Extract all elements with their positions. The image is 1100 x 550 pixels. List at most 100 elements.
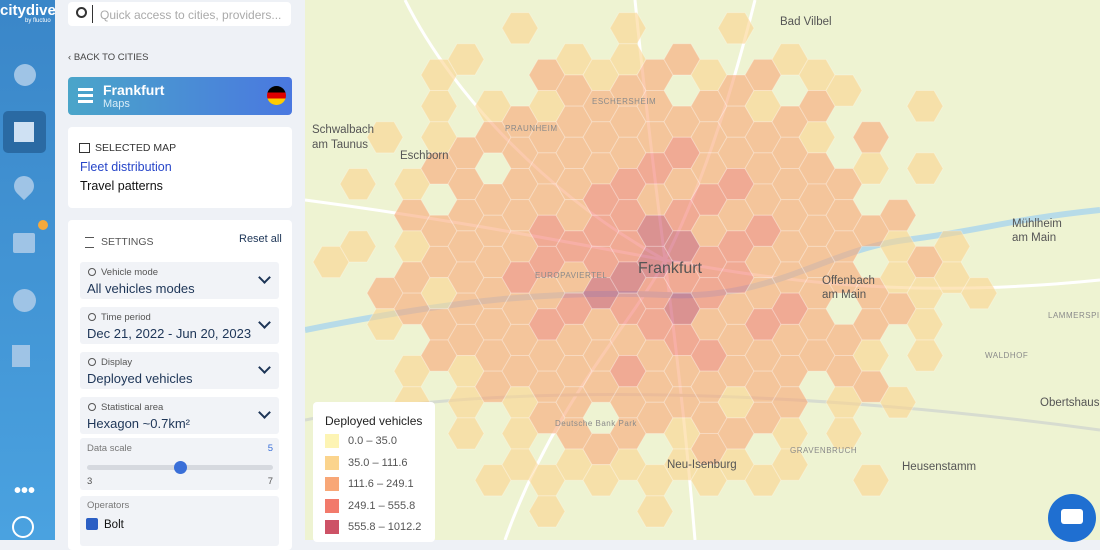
dropdown[interactable]: Vehicle mode All vehicles modes	[80, 262, 279, 299]
dropdown-label: Vehicle mode	[101, 267, 159, 278]
hexagon[interactable]	[717, 12, 755, 45]
map-label: Eschborn	[400, 150, 449, 162]
hexagon[interactable]	[906, 90, 944, 123]
selected-map-title: SELECTED MAP	[95, 142, 177, 154]
operators: Operators Bolt	[80, 496, 279, 546]
hexagon[interactable]	[852, 152, 890, 185]
legend-label: 555.8 – 1012.2	[348, 521, 422, 533]
hexagon[interactable]	[447, 43, 485, 76]
notification-dot	[38, 220, 48, 230]
dropdown-label: Statistical area	[101, 402, 164, 413]
map-label: GRAVENBRUCH	[790, 446, 857, 455]
city-section: Maps	[103, 98, 130, 110]
hexagon[interactable]	[879, 386, 917, 419]
dropdown-icon	[88, 358, 96, 366]
map-label: ESCHERSHEIM	[592, 97, 656, 106]
back-link-text[interactable]: BACK TO CITIES	[73, 52, 149, 63]
dropdown-icon	[88, 268, 96, 276]
map-label: Frankfurt	[638, 260, 703, 277]
chevron	[258, 406, 271, 419]
city-card[interactable]: Frankfurt Maps	[68, 77, 292, 115]
legend-swatch	[325, 477, 339, 491]
chevron	[258, 316, 271, 329]
chevron	[258, 271, 271, 284]
hexagon[interactable]	[447, 417, 485, 450]
dropdown[interactable]: Statistical area Hexagon ~0.7km²	[80, 397, 279, 434]
map-label: EUROPAVIERTEL	[535, 271, 607, 280]
data-scale-label: Data scale	[87, 443, 132, 454]
legend-label: 111.6 – 249.1	[348, 478, 414, 490]
reset-button[interactable]: Reset all	[239, 233, 282, 245]
more-icon[interactable]: •••	[14, 480, 36, 502]
slider-knob[interactable]	[173, 461, 187, 474]
map-label: am Main	[1012, 232, 1056, 244]
flag	[267, 86, 286, 105]
hexagon[interactable]	[339, 230, 377, 263]
legend: Deployed vehicles 0.0 – 35.0 35.0 – 111.6…	[313, 402, 435, 542]
map-label: Deutsche Bank Park	[555, 419, 637, 428]
hexagon[interactable]	[771, 448, 809, 481]
map-label: Bad Vilbel	[780, 16, 832, 28]
hexagon[interactable]	[906, 152, 944, 185]
globe-icon[interactable]	[14, 64, 36, 86]
map-label: am Taunus	[312, 139, 368, 151]
dropdown-icon	[88, 313, 96, 321]
profile-icon[interactable]	[12, 516, 34, 538]
legend-label: 35.0 – 111.6	[348, 456, 408, 469]
map-option[interactable]: Travel patterns	[80, 179, 163, 193]
cities-icon[interactable]	[3, 111, 46, 153]
logo: citydive	[0, 2, 56, 19]
dropdown-value: Dec 21, 2022 - Jun 20, 2023	[87, 326, 252, 341]
hexagon[interactable]	[906, 339, 944, 372]
legend-label: 249.1 – 555.8	[348, 499, 416, 512]
map-label: Mühlheim	[1012, 218, 1062, 230]
help-icon[interactable]	[13, 289, 36, 312]
legend-title: Deployed vehicles	[325, 414, 423, 428]
hexagon[interactable]	[501, 12, 539, 45]
chat-button[interactable]	[1048, 494, 1096, 542]
search-icon	[76, 7, 87, 18]
chevron	[258, 361, 271, 374]
logo-sub: by fluctuo	[25, 18, 51, 24]
hexagon[interactable]	[825, 74, 863, 107]
data-scale-min: 3	[87, 476, 93, 487]
dropdown-value: Hexagon ~0.7km²	[87, 416, 190, 431]
map-label: Obertshausen	[1040, 397, 1100, 409]
hexagon[interactable]	[366, 121, 404, 154]
hexagon[interactable]	[825, 417, 863, 450]
dropdown-icon	[88, 403, 96, 411]
legend-swatch	[325, 434, 339, 448]
sidebar: citydive by fluctuo •••	[0, 0, 56, 540]
hexagon[interactable]	[339, 167, 377, 201]
data-scale-value: 5	[267, 443, 273, 454]
map-label: Neu-Isenburg	[667, 459, 737, 471]
back-link[interactable]: ‹ BACK TO CITIES	[68, 52, 149, 63]
dropdown-label: Display	[101, 357, 133, 368]
hexagon[interactable]	[528, 495, 566, 528]
dropdown-label: Time period	[101, 312, 151, 323]
dropdown[interactable]: Display Deployed vehicles	[80, 352, 279, 389]
legend-swatch	[325, 520, 339, 534]
data-scale-max: 7	[267, 476, 273, 487]
legend-swatch	[325, 498, 339, 513]
operators-label: Operators	[87, 500, 130, 511]
legend-label: 0.0 – 35.0	[348, 435, 397, 447]
hexagon[interactable]	[636, 495, 674, 528]
hexagon[interactable]	[960, 277, 998, 310]
location-icon[interactable]	[9, 171, 39, 201]
news-icon[interactable]	[13, 233, 35, 253]
map-option[interactable]: Fleet distribution	[80, 160, 172, 174]
checkbox[interactable]	[86, 518, 98, 530]
panel: Quick access to cities, providers... ‹ B…	[55, 0, 305, 550]
search-box[interactable]: Quick access to cities, providers...	[68, 2, 291, 26]
map-label: am Main	[822, 289, 866, 301]
operator-name[interactable]: Bolt	[104, 519, 124, 531]
logout-icon[interactable]	[12, 345, 30, 367]
hexagon[interactable]	[852, 464, 890, 497]
dropdown[interactable]: Time period Dec 21, 2022 - Jun 20, 2023	[80, 307, 279, 344]
dropdown-value: Deployed vehicles	[87, 371, 193, 386]
map-label: PRAUNHEIM	[505, 124, 558, 133]
search-placeholder: Quick access to cities, providers...	[100, 8, 282, 22]
settings-title: SETTINGS	[101, 236, 154, 248]
